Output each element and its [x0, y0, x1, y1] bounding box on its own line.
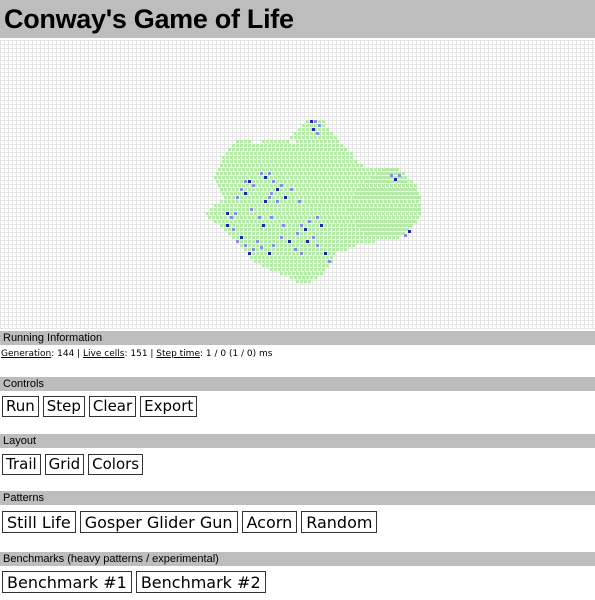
running-info-line: Generation: 144 | Live cells: 151 | Step…	[0, 348, 273, 360]
still-life-button[interactable]: Still Life	[2, 511, 76, 533]
random-button[interactable]: Random	[301, 511, 378, 533]
layout-header: Layout	[0, 434, 595, 448]
gosper-glider-gun-button[interactable]: Gosper Glider Gun	[79, 511, 238, 533]
step-time-value: : 1 / 0 (1 / 0) ms	[199, 349, 273, 359]
benchmark-1-button[interactable]: Benchmark #1	[2, 571, 132, 593]
step-button[interactable]: Step	[42, 396, 85, 417]
page-title: Conway's Game of Life	[4, 4, 294, 34]
clear-button[interactable]: Clear	[88, 396, 137, 417]
benchmarks-row: Benchmark #1 Benchmark #2	[2, 571, 266, 593]
benchmarks-header: Benchmarks (heavy patterns / experimenta…	[0, 552, 595, 566]
acorn-button[interactable]: Acorn	[241, 511, 298, 533]
export-button[interactable]: Export	[140, 396, 198, 417]
benchmark-2-button[interactable]: Benchmark #2	[135, 571, 266, 593]
running-info-header: Running Information	[0, 331, 595, 345]
controls-header: Controls	[0, 377, 595, 391]
board-canvas[interactable]	[0, 40, 595, 329]
colors-button[interactable]: Colors	[88, 454, 144, 475]
patterns-row: Still Life Gosper Glider Gun Acorn Rando…	[2, 511, 378, 533]
layout-row: Trail Grid Colors	[2, 454, 144, 475]
patterns-header: Patterns	[0, 491, 595, 505]
grid-button[interactable]: Grid	[44, 454, 85, 475]
live-cells-value: : 151 |	[124, 349, 157, 359]
controls-row: Run Step Clear Export	[2, 396, 198, 417]
game-board[interactable]	[0, 40, 595, 329]
title-bar: Conway's Game of Life	[0, 0, 595, 38]
live-cells-label: Live cells	[83, 349, 125, 359]
trail-button[interactable]: Trail	[2, 454, 41, 475]
step-time-label: Step time	[156, 349, 200, 359]
generation-label: Generation	[1, 349, 52, 359]
run-button[interactable]: Run	[2, 396, 39, 417]
generation-value: : 144 |	[51, 349, 84, 359]
